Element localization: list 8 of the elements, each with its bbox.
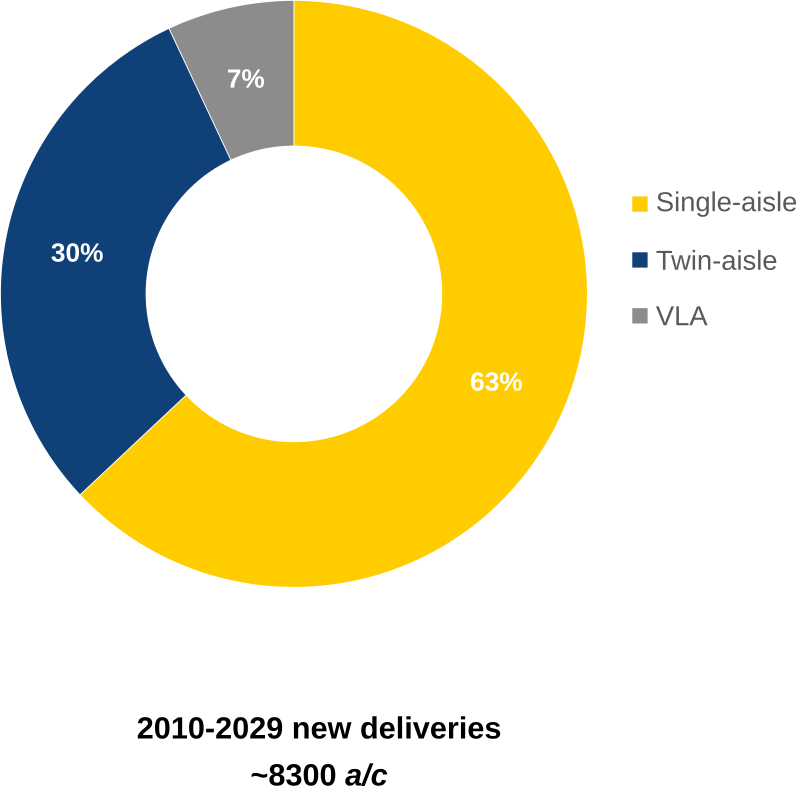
legend-label: VLA	[656, 306, 708, 326]
text: ~8300 a/c	[252, 763, 388, 786]
legend-label: Twin-aisle	[656, 250, 776, 270]
data-label: 63%	[471, 372, 522, 392]
text: 2010-2029 new deliveries	[138, 716, 500, 739]
data-label: 7%	[228, 69, 264, 88]
data-label: 30%	[51, 243, 103, 262]
legend-label: Single-aisle	[657, 192, 796, 218]
